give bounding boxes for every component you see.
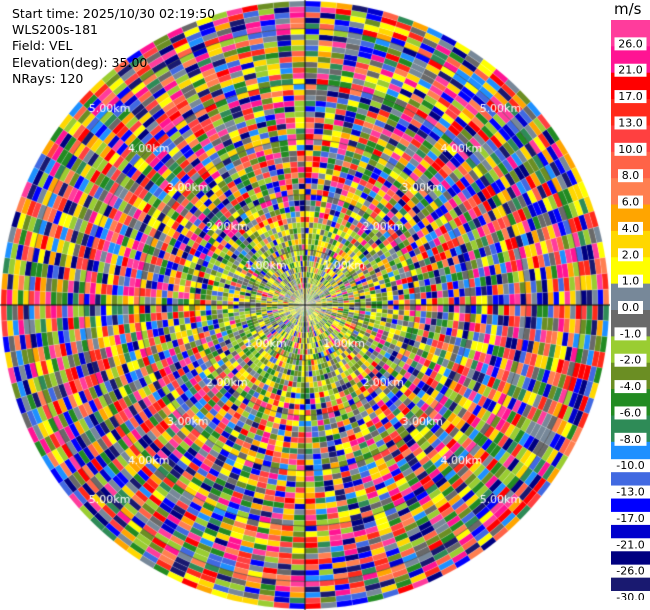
colorbar-tick-bg (611, 459, 650, 473)
colorbar-tick-label: 4.0 (622, 222, 640, 235)
colorbar-tick-bg (611, 538, 650, 552)
start-time-text: Start time: 2025/10/30 02:19:50 (12, 6, 216, 21)
colorbar-tick-bg (618, 301, 643, 314)
colorbar-tick-label: 17.0 (618, 90, 643, 103)
colorbar-tick-label: -1.0 (620, 327, 641, 340)
colorbar-tick-bg (614, 327, 647, 341)
colorbar-tick-bg (614, 90, 647, 104)
colorbar-tick-bg (618, 221, 643, 235)
colorbar-tick-bg (614, 116, 647, 130)
colorbar-tick-bg (618, 195, 643, 209)
colorbar-tick-bg (614, 432, 647, 446)
colorbar-tick-bg (614, 353, 647, 367)
colorbar-tick-label: -10.0 (616, 459, 644, 472)
colorbar-tick-bg (614, 380, 647, 394)
colorbar-tick-label: -13.0 (616, 486, 644, 499)
colorbar-tick-label: -21.0 (616, 538, 644, 551)
colorbar-tick-label: 1.0 (622, 275, 640, 288)
elevation-text: Elevation(deg): 35.00 (12, 54, 148, 70)
colorbar-tick-label: -26.0 (616, 565, 644, 578)
colorbar-tick-label: -6.0 (620, 406, 641, 419)
colorbar-tick-bg (611, 511, 650, 525)
colorbar-tick-label: -2.0 (620, 354, 641, 367)
colorbar-tick-label: -8.0 (620, 433, 641, 446)
colorbar-tick-bg (618, 169, 643, 183)
field-text: Field: VEL (12, 38, 73, 54)
colorbar-tick-bg (611, 485, 650, 499)
colorbar-tick-bg (611, 591, 650, 600)
colorbar-tick-label: 6.0 (622, 196, 640, 209)
scan-info: Start time: 2025/10/30 02:19:50 WLS200s-… (12, 6, 215, 87)
colorbar-tick-bg (614, 406, 647, 420)
colorbar-tick-label: 10.0 (618, 143, 643, 156)
colorbar-title: m/s (614, 0, 642, 18)
colorbar-tick-label: 26.0 (618, 37, 643, 50)
instrument-text: WLS200s-181 (12, 22, 98, 38)
colorbar-tick-bg (618, 274, 643, 288)
colorbar-tick-bg (614, 142, 647, 156)
nrays-text: NRays: 120 (12, 70, 84, 86)
colorbar-tick-label: -17.0 (616, 512, 644, 525)
colorbar-tick-label: -4.0 (620, 380, 641, 393)
colorbar-tick-bg (611, 564, 650, 578)
ppi-velocity-plot (0, 0, 610, 610)
colorbar-tick-label: 0.0 (622, 301, 640, 314)
colorbar-tick-bg (614, 37, 647, 51)
colorbar-tick-bg (618, 248, 643, 262)
colorbar-tick-label: 21.0 (618, 64, 643, 77)
colorbar-tick-label: 2.0 (622, 248, 640, 261)
colorbar-tick-label: -30.0 (616, 591, 644, 600)
colorbar-tick-bg (614, 63, 647, 77)
colorbar-tick-label: 8.0 (622, 169, 640, 182)
colorbar-tick-label: 13.0 (618, 116, 643, 129)
colorbar: 26.0 21.0 17.0 13.0 10.0 8.0 6.0 4.0 2.0 1.0 0.0 -1… (611, 20, 650, 600)
